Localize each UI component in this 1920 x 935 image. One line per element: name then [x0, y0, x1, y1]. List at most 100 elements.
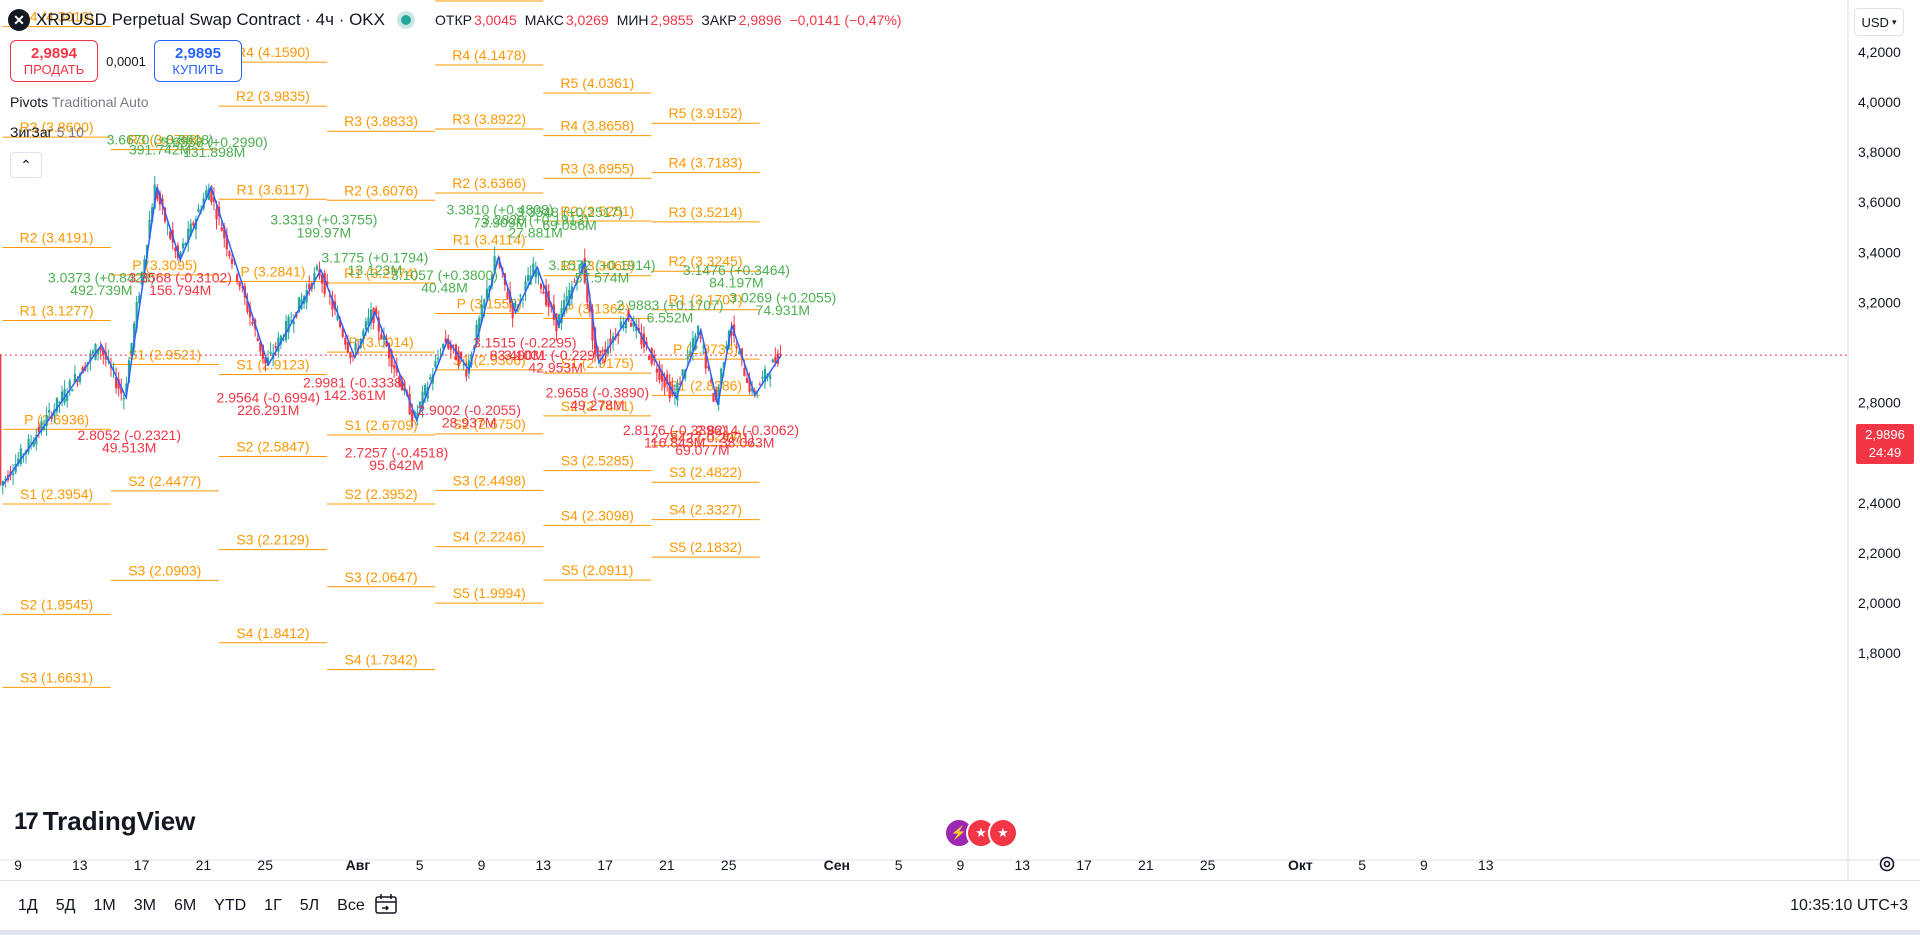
candle-body — [323, 273, 326, 294]
candle-body — [99, 346, 102, 351]
candle-body — [362, 330, 365, 337]
candle-body — [586, 282, 589, 303]
economic-events[interactable]: ⚡ ★ ★ — [944, 818, 1018, 848]
indicator-pivots[interactable]: Pivots Traditional Auto — [10, 94, 149, 110]
indicator-pivots-name: Pivots — [10, 94, 49, 110]
candle-body — [519, 295, 522, 297]
range-ytd-button[interactable]: YTD — [214, 897, 247, 914]
candle-body — [212, 196, 216, 202]
range-1y-button[interactable]: 1Г — [264, 897, 282, 914]
range-5d-button[interactable]: 5Д — [55, 897, 76, 914]
candle-body — [442, 344, 445, 349]
candle-body — [102, 348, 105, 356]
tradingview-logo[interactable]: 17 TradingView — [14, 806, 195, 837]
pivot-level-label: R2 (3.9835) — [236, 88, 310, 104]
zigzag-label: 492.739M — [70, 282, 132, 298]
range-1d-button[interactable]: 1Д — [18, 897, 38, 914]
candle-body — [725, 346, 728, 350]
candle-body — [524, 281, 527, 292]
trade-panel: 2,9894 ПРОДАТЬ 0,0001 2,9895 КУПИТЬ — [10, 40, 242, 82]
pivot-level-label: S2 (1.9545) — [20, 596, 93, 612]
candle-body — [284, 320, 288, 341]
range-5y-button[interactable]: 5Л — [299, 897, 320, 914]
time-axis-label: 13 — [1478, 857, 1494, 873]
candle-body — [720, 368, 723, 385]
zigzag-label: 2.9658 (-0.3890) — [546, 385, 650, 401]
range-3m-button[interactable]: 3М — [133, 897, 156, 914]
zigzag-label: 226.291M — [237, 402, 299, 418]
candle-body — [248, 306, 252, 318]
candle-body — [588, 300, 592, 312]
candle-body — [341, 328, 344, 337]
time-axis-label: 13 — [536, 857, 552, 873]
bottom-toolbar: 1Д 5Д 1М 3М 6М YTD 1Г 5Л Все 10:35:10 UT… — [0, 880, 1920, 931]
candle-body — [462, 364, 465, 366]
us-flag-event-icon[interactable]: ★ — [988, 818, 1018, 848]
symbol-title[interactable]: XRPUSD Perpetual Swap Contract · 4ч · OK… — [36, 10, 385, 29]
price-axis-label: 4,0000 — [1858, 94, 1901, 110]
time-axis-label: 9 — [478, 857, 486, 873]
time-axis-label: 25 — [1200, 857, 1216, 873]
pivot-level-label: S4 (2.3327) — [669, 502, 742, 518]
price-axis-label: 3,6000 — [1858, 194, 1901, 210]
candle-body — [769, 375, 772, 380]
candle-body — [403, 387, 406, 392]
zigzag-label: 2.7842 (-0.2071) — [651, 430, 755, 446]
candle-body — [339, 320, 342, 328]
candle-body — [274, 345, 277, 349]
candle-body — [555, 313, 558, 332]
candle-body — [380, 334, 383, 339]
chart-settings-icon[interactable] — [1876, 853, 1898, 875]
pivot-level-label: S4 (1.7342) — [344, 652, 417, 668]
time-axis-label: 21 — [196, 857, 212, 873]
candle-body — [702, 346, 705, 348]
candle-body — [418, 401, 422, 408]
pivot-level-label: R4 (4.1478) — [452, 47, 526, 63]
candle-body — [686, 356, 689, 359]
candle-body — [192, 223, 195, 226]
candle-body — [181, 243, 185, 249]
pivot-level-label: R1 (3.6117) — [236, 181, 309, 197]
candle-body — [632, 321, 635, 327]
sell-button[interactable]: 2,9894 ПРОДАТЬ — [10, 40, 98, 82]
utc-clock[interactable]: 10:35:10 UTC+3 — [1790, 897, 1908, 914]
zigzag-label: 2.9981 (-0.3338) — [303, 375, 407, 391]
pivot-level-label: R1 (3.4114) — [453, 231, 526, 247]
candle-body — [223, 226, 226, 238]
currency-select[interactable]: USD ▾ — [1854, 8, 1904, 36]
range-all-button[interactable]: Все — [337, 897, 365, 914]
pivot-level-label: R2 (3.6076) — [344, 182, 418, 198]
sell-price: 2,9894 — [31, 45, 77, 62]
candle-body — [537, 270, 540, 276]
pivot-level-label: R3 (3.5214) — [669, 204, 743, 220]
candle-body — [210, 186, 213, 203]
price-chart[interactable]: 4,2000 4,0000 3,8000 3,6000 3,4000 3,2000 2,80… — [0, 0, 1920, 880]
candle-body — [269, 351, 272, 354]
candle-body — [256, 338, 259, 341]
range-6m-button[interactable]: 6М — [173, 897, 197, 914]
zigzag-label: 42.953M — [528, 360, 582, 376]
candle-body — [758, 384, 761, 386]
candle-body — [478, 318, 481, 332]
indicator-zigzag[interactable]: ЗигЗаг 5 10 — [10, 124, 84, 140]
price-axis-label: 4,2000 — [1858, 44, 1901, 60]
candle-body — [676, 382, 679, 401]
candle-body — [400, 381, 404, 391]
price-axis-label: 3,2000 — [1858, 294, 1901, 310]
candle-body — [436, 357, 440, 360]
candle-body — [369, 309, 373, 323]
pivot-level-label: S3 (1.6631) — [20, 669, 93, 685]
buy-button[interactable]: 2,9895 КУПИТЬ — [154, 40, 242, 82]
zigzag-label: 142.361M — [324, 387, 386, 403]
pivot-level-label: S4 (1.8412) — [236, 625, 309, 641]
candle-body — [197, 209, 200, 213]
price-axis-label: 3,4000 — [1858, 244, 1901, 260]
range-1m-button[interactable]: 1М — [93, 897, 116, 914]
candle-body — [344, 338, 347, 345]
goto-date-icon[interactable] — [374, 893, 398, 915]
buy-label: КУПИТЬ — [172, 62, 224, 77]
pivot-level-label: R3 (3.8738) — [128, 132, 202, 148]
candle-body — [45, 415, 48, 427]
collapse-indicators-button[interactable]: ⌃ — [10, 152, 42, 178]
zigzag-label: 49.278M — [570, 397, 624, 413]
